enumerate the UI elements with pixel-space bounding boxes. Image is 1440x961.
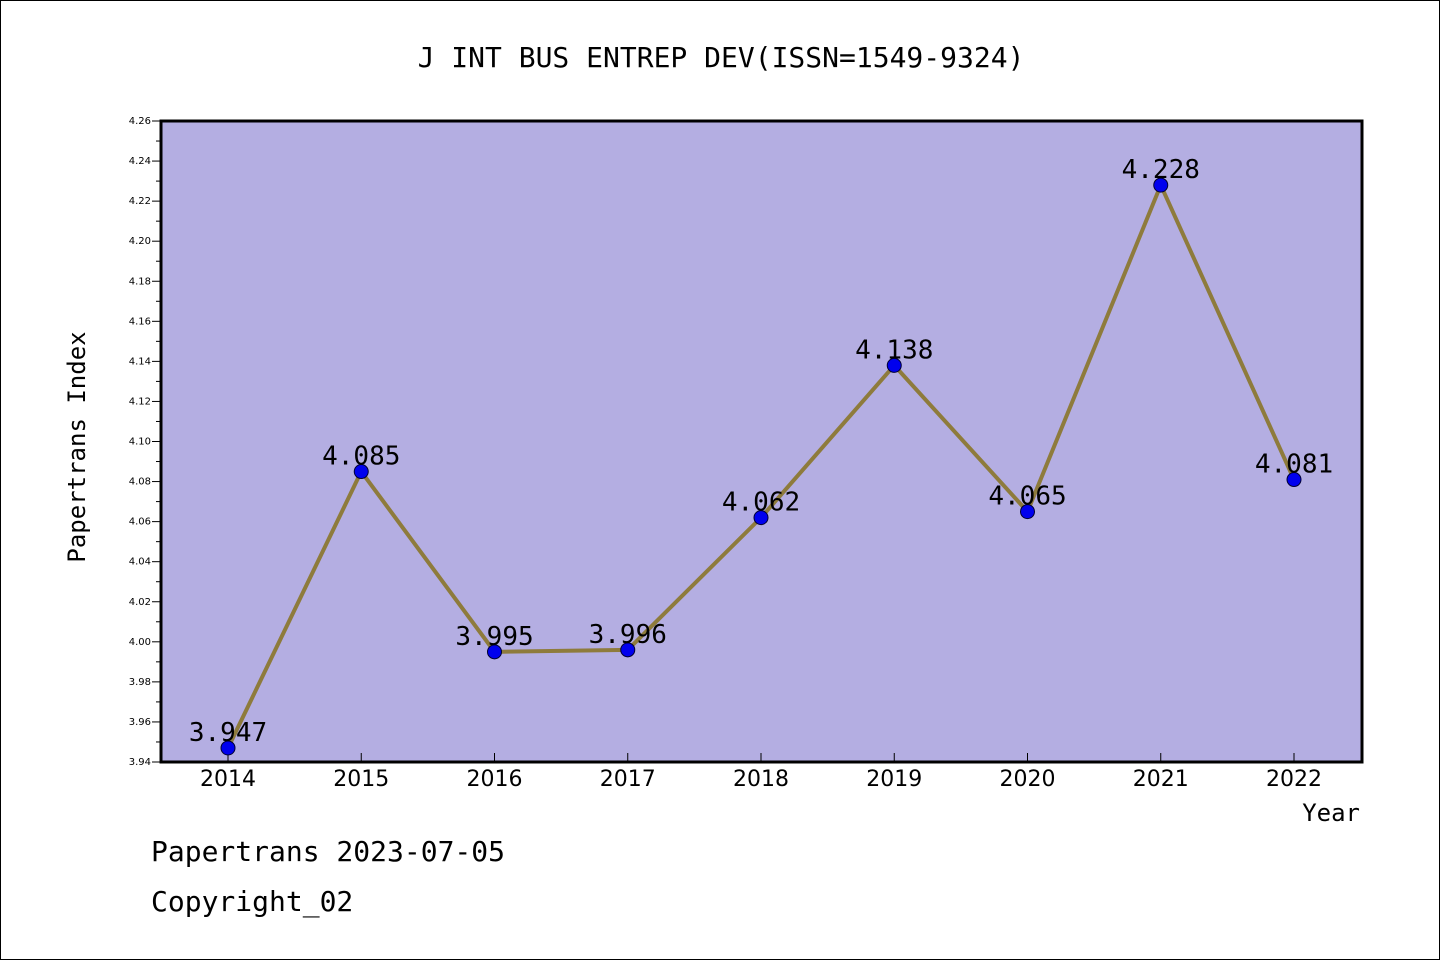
y-axis-title: Papertrans Index [63,331,91,562]
plot-border [159,119,1364,764]
data-point [620,642,636,658]
data-label: 4.065 [988,482,1066,512]
chart-title: J INT BUS ENTREP DEV(ISSN=1549-9324) [418,41,1025,74]
data-label: 4.062 [722,488,800,518]
data-label: 4.138 [855,335,933,365]
data-labels: 3.947 4.085 3.995 3.996 4.062 4.138 4.065 4.228… [189,155,1333,748]
x-tick-label: 2020 [1000,767,1056,792]
y-tick-label: 4.08 [129,477,151,488]
y-tick-label: 3.96 [129,717,151,728]
x-tick-label: 2014 [200,767,256,792]
data-point [753,510,769,526]
data-point [886,357,902,373]
x-tick-label: 2016 [467,767,523,792]
y-tick-label: 3.98 [129,677,151,688]
data-point [353,464,369,480]
data-point [487,644,502,660]
x-axis-title: Year [1302,799,1360,827]
data-point [1020,504,1035,520]
y-tick-label: 4.04 [129,557,151,568]
y-tick-label: 4.12 [129,396,151,407]
y-tick-label: 4.18 [129,276,151,287]
footer-copyright: Copyright_02 [151,885,354,918]
y-tick-label: 4.24 [129,156,151,167]
y-tick-label: 4.10 [129,437,151,448]
y-tick-label: 4.20 [129,236,151,247]
data-label: 4.085 [322,442,400,472]
y-tick-label: 4.22 [129,196,151,207]
y-tick-label: 4.06 [129,517,151,528]
data-point [220,740,236,756]
data-point [1286,472,1302,488]
y-tick-label: 4.14 [129,356,151,367]
y-axis: 3.94 3.96 3.98 4.00 4.02 4.04 4.06 4.08 4.10 4.12… [129,116,161,768]
x-tick-label: 2017 [600,767,656,792]
x-tick-label: 2018 [733,767,789,792]
data-label: 3.995 [455,622,533,652]
y-tick-label: 4.26 [129,116,151,127]
series-papertrans-index [220,177,1302,756]
x-tick-label: 2015 [333,767,389,792]
y-tick-label: 4.00 [129,637,151,648]
x-tick-label: 2021 [1133,767,1189,792]
data-label: 3.947 [189,718,267,748]
data-point [1153,177,1169,193]
x-tick-label: 2019 [866,767,922,792]
data-label: 4.081 [1255,450,1333,480]
x-tick-label: 2022 [1266,767,1322,792]
y-tick-label: 3.94 [129,757,151,768]
y-tick-label: 4.16 [129,316,151,327]
data-label: 4.228 [1122,155,1200,185]
footer-date: Papertrans 2023-07-05 [151,835,506,868]
plot-area [161,121,1362,762]
y-tick-label: 4.02 [129,597,151,608]
x-axis: 2014 2015 2016 2017 2018 2019 2020 2021 2022 [200,753,1322,792]
data-label: 3.996 [589,620,667,650]
